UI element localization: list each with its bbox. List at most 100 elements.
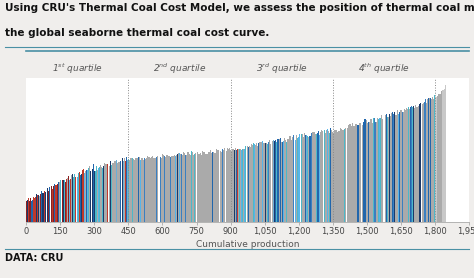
Bar	[157, 158, 158, 222]
Bar	[73, 177, 74, 222]
Bar	[229, 148, 230, 222]
Bar	[100, 165, 101, 222]
Bar	[148, 157, 149, 222]
Bar	[258, 143, 259, 222]
Bar	[141, 158, 142, 222]
Bar	[431, 99, 432, 222]
Bar	[75, 177, 76, 222]
Bar	[204, 152, 205, 222]
Bar	[161, 157, 162, 222]
Bar	[265, 142, 266, 222]
Bar	[382, 119, 383, 222]
Bar	[126, 158, 127, 222]
Bar	[65, 181, 66, 222]
Bar	[147, 156, 148, 222]
Bar	[35, 197, 36, 222]
Bar	[105, 164, 106, 222]
Bar	[156, 156, 157, 222]
Bar	[253, 143, 254, 222]
Bar	[72, 175, 73, 222]
Bar	[308, 137, 309, 222]
Bar	[256, 143, 257, 222]
Bar	[117, 163, 118, 222]
Bar	[398, 114, 399, 222]
Bar	[279, 139, 280, 222]
Bar	[192, 155, 193, 222]
Bar	[114, 162, 115, 222]
Bar	[166, 155, 167, 222]
Bar	[154, 158, 155, 222]
Bar	[291, 140, 292, 222]
X-axis label: Cumulative production: Cumulative production	[196, 240, 300, 249]
Bar	[132, 158, 133, 222]
Bar	[79, 172, 80, 222]
Bar	[201, 155, 202, 222]
Bar	[376, 121, 377, 222]
Bar	[242, 149, 243, 222]
Bar	[135, 158, 136, 222]
Bar	[219, 150, 220, 222]
Bar	[190, 155, 191, 222]
Bar	[365, 120, 367, 222]
Bar	[66, 178, 67, 222]
Bar	[107, 164, 108, 222]
Bar	[345, 128, 346, 222]
Bar	[30, 198, 31, 222]
Bar	[111, 166, 112, 222]
Bar	[240, 149, 241, 222]
Bar	[329, 133, 330, 222]
Bar	[383, 118, 384, 222]
Bar	[221, 152, 222, 222]
Bar	[174, 155, 175, 222]
Bar	[69, 180, 70, 222]
Bar	[348, 125, 349, 222]
Bar	[444, 89, 445, 222]
Bar	[406, 108, 407, 222]
Bar	[278, 140, 279, 222]
Bar	[394, 112, 395, 222]
Bar	[286, 142, 287, 222]
Bar	[411, 106, 412, 222]
Bar	[93, 167, 94, 222]
Bar	[59, 182, 60, 222]
Bar	[217, 150, 218, 222]
Bar	[389, 114, 390, 222]
Bar	[34, 198, 35, 222]
Bar	[146, 158, 147, 222]
Bar	[417, 107, 418, 222]
Bar	[231, 151, 232, 222]
Bar	[87, 170, 88, 222]
Bar	[162, 158, 163, 222]
Bar	[246, 148, 247, 222]
Bar	[182, 155, 183, 222]
Bar	[41, 191, 42, 222]
Bar	[167, 155, 168, 222]
Bar	[312, 132, 313, 222]
Bar	[315, 134, 316, 222]
Bar	[342, 130, 344, 222]
Bar	[326, 130, 327, 222]
Bar	[437, 96, 438, 222]
Bar	[328, 131, 329, 222]
Bar	[38, 193, 39, 222]
Bar	[380, 118, 381, 222]
Bar	[57, 184, 58, 222]
Bar	[418, 106, 419, 222]
Bar	[82, 171, 83, 222]
Bar	[287, 139, 288, 222]
Bar	[67, 178, 68, 222]
Bar	[282, 142, 283, 222]
Bar	[370, 119, 371, 222]
Bar	[119, 162, 120, 222]
Bar	[54, 185, 55, 222]
Bar	[425, 100, 426, 222]
Bar	[396, 115, 397, 222]
Bar	[303, 137, 304, 222]
Bar	[98, 168, 99, 222]
Text: 2$^{nd}$ quartile: 2$^{nd}$ quartile	[153, 62, 206, 76]
Bar	[200, 153, 201, 222]
Bar	[321, 130, 322, 222]
Bar	[155, 157, 156, 222]
Bar	[352, 123, 353, 222]
Bar	[324, 130, 325, 222]
